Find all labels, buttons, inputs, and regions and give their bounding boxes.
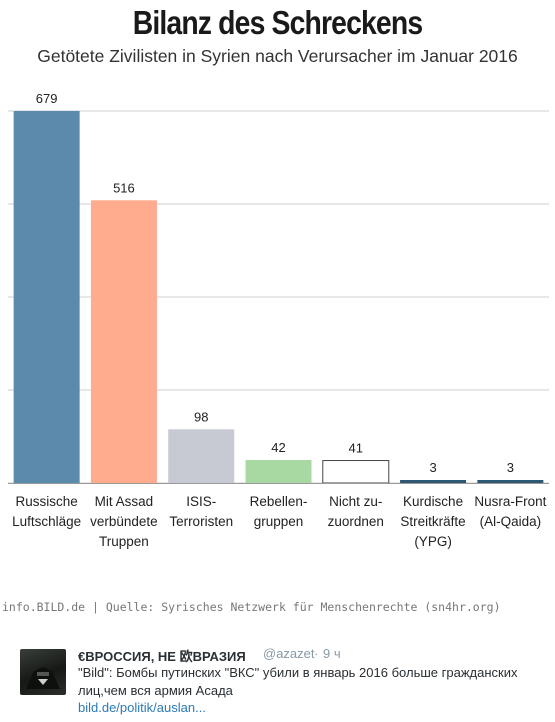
category-label-line: Luftschläge — [12, 514, 81, 529]
tweet[interactable]: €ВРОССИЯ, НЕ 欧ВРАЗИЯ @azazet · 9 ч "Bild… — [0, 640, 555, 722]
data-label: 516 — [113, 180, 135, 195]
category-label-line: Nusra-Front — [474, 494, 546, 509]
tweet-text: "Bild": Бомбы путинских "ВКС" убили в ян… — [78, 665, 518, 698]
category-label-line: Nicht zu- — [329, 494, 382, 509]
category-label-line: Streitkräfte — [400, 514, 465, 529]
bar — [13, 111, 80, 483]
bar-chart: 679 Russische Luftschläge 516 Mit Assad verbü… — [8, 91, 549, 549]
category-label-line: gruppen — [254, 514, 304, 529]
category-label-line: Terroristen — [169, 514, 233, 529]
data-label: 679 — [36, 91, 58, 106]
tweet-link[interactable]: bild.de/politik/auslan... — [78, 700, 206, 715]
category-label: Rebellen-gruppen — [250, 494, 308, 529]
bar — [322, 460, 390, 484]
data-label: 42 — [271, 440, 285, 455]
category-label: Kurdische Streitkräfte (YPG) — [400, 494, 465, 549]
data-label: 98 — [194, 409, 208, 424]
category-label-line: Mit Assad — [95, 494, 154, 509]
bar — [477, 480, 544, 483]
data-label: 3 — [507, 460, 514, 475]
category-label: Nicht zu-zuordnen — [328, 494, 384, 529]
category-label-line: ISIS- — [186, 494, 216, 509]
data-label: 3 — [429, 460, 436, 475]
bar — [168, 429, 235, 483]
data-label: 41 — [349, 441, 363, 456]
category-label-line: zuordnen — [328, 514, 384, 529]
category-label: Nusra-Front (Al-Qaida) — [474, 494, 546, 529]
category-label-line: Kurdische — [403, 494, 463, 509]
category-label-line: (Al-Qaida) — [480, 514, 542, 529]
tweet-author-handle[interactable]: @azazet — [263, 646, 315, 661]
tweet-author-name[interactable]: €ВРОССИЯ, НЕ 欧ВРАЗИЯ — [78, 649, 246, 664]
bar — [400, 480, 467, 483]
avatar-image-icon — [26, 667, 60, 689]
category-label-line: Rebellen- — [250, 494, 308, 509]
chart-subtitle: Getötete Zivilisten in Syrien nach Verur… — [37, 46, 518, 66]
category-label-line: Truppen — [99, 534, 149, 549]
tweet-separator: · — [314, 646, 319, 661]
category-label-line: verbündete — [90, 514, 158, 529]
category-label: ISIS- Terroristen — [169, 494, 233, 529]
bar — [245, 459, 312, 483]
category-label-line: Russische — [16, 494, 78, 509]
chart-title: Bilanz des Schreckens — [132, 4, 423, 41]
tweet-timestamp[interactable]: 9 ч — [323, 646, 341, 661]
category-label: Mit Assad verbündete Truppen — [90, 494, 158, 549]
category-label: Russische Luftschläge — [12, 494, 81, 529]
avatar[interactable] — [20, 649, 66, 695]
category-label-line: (YPG) — [414, 534, 452, 549]
source-note: info.BILD.de | Quelle: Syrisches Netzwer… — [2, 600, 501, 614]
bar — [90, 200, 157, 483]
